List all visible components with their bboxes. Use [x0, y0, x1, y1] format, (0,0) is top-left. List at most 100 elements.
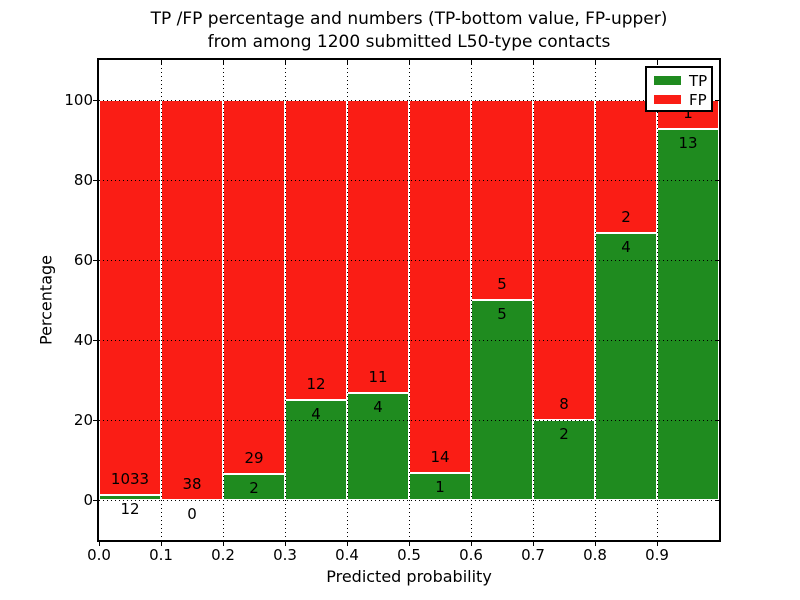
y-tick-label: 20 — [73, 411, 93, 429]
tick-mark — [715, 340, 719, 341]
tick-mark — [471, 542, 472, 546]
tick-mark — [161, 542, 162, 546]
bar-count-label-tp: 4 — [311, 405, 321, 423]
plot-area: TP FP 1033 12 38 0 29 2 12 4 11 4 14 1 5 5 8 2 2 4 1 13 — [99, 60, 719, 540]
gridline-vertical — [595, 60, 596, 540]
bar-segment-tp — [347, 393, 409, 500]
tick-mark — [715, 180, 719, 181]
gridline-vertical — [409, 60, 410, 540]
x-tick-label: 0.9 — [645, 546, 669, 564]
bar-segment-tp — [657, 128, 719, 500]
bar-count-label-fp: 38 — [182, 475, 202, 493]
bar-count-label-fp: 2 — [621, 208, 631, 227]
tick-mark — [715, 100, 719, 101]
bar-count-label-tp: 5 — [497, 305, 507, 323]
tick-mark — [533, 542, 534, 546]
x-tick-label: 0.7 — [521, 546, 545, 564]
bar-segment-tp — [595, 233, 657, 500]
tick-mark — [285, 60, 286, 64]
legend: TP FP — [645, 66, 713, 112]
bar-count-label-fp: 11 — [368, 368, 388, 387]
legend-swatch-fp — [654, 95, 681, 104]
legend-entry: TP — [654, 71, 711, 90]
bar-segment-tp — [285, 400, 347, 500]
tick-mark — [657, 542, 658, 546]
bar-segment-tp — [533, 420, 595, 500]
chart-title-line1: TP /FP percentage and numbers (TP-bottom… — [150, 9, 668, 29]
bar-count-label-fp: 8 — [559, 395, 569, 413]
tick-mark — [715, 420, 719, 421]
gridline-vertical — [347, 60, 348, 540]
tick-mark — [347, 542, 348, 546]
y-tick-label: 40 — [73, 331, 93, 349]
y-tick-label: 100 — [64, 91, 93, 109]
tick-mark — [533, 60, 534, 64]
bar-segment-fp — [595, 100, 657, 234]
chart-title-line2: from among 1200 submitted L50-type conta… — [207, 32, 611, 52]
tick-mark — [93, 420, 97, 421]
bar-count-label-tp: 4 — [621, 238, 631, 257]
x-tick-label: 0.6 — [459, 546, 483, 564]
bar-segment-fp — [471, 100, 533, 300]
tick-mark — [93, 180, 97, 181]
y-tick-label: 0 — [83, 491, 93, 509]
bar-count-label-tp: 12 — [120, 500, 140, 519]
bar-count-label-tp: 1 — [435, 478, 445, 497]
tick-mark — [161, 60, 162, 64]
bar-count-label-fp: 12 — [306, 375, 326, 393]
tick-mark — [715, 260, 719, 261]
tick-mark — [93, 500, 97, 501]
legend-label: TP — [689, 71, 708, 90]
bar-segment-tp — [223, 474, 285, 500]
x-tick-label: 0.2 — [211, 546, 235, 564]
legend-entry: FP — [654, 90, 711, 109]
gridline-vertical — [285, 60, 286, 540]
tick-mark — [409, 542, 410, 546]
plot-frame: TP FP 1033 12 38 0 29 2 12 4 11 4 14 1 5 5 8 2 2 4 1 13 — [97, 58, 721, 542]
tick-mark — [595, 60, 596, 64]
x-tick-label: 0.3 — [273, 546, 297, 564]
y-tick-label: 60 — [73, 251, 93, 269]
bar-count-label-fp: 29 — [244, 449, 264, 468]
bar-count-label-tp: 13 — [678, 133, 698, 152]
x-tick-label: 0.5 — [397, 546, 421, 564]
legend-swatch-tp — [654, 76, 681, 85]
gridline-vertical — [223, 60, 224, 540]
gridline-vertical — [533, 60, 534, 540]
tick-mark — [471, 60, 472, 64]
gridline-vertical — [471, 60, 472, 540]
x-tick-label: 0.4 — [335, 546, 359, 564]
bar-segment-fp — [161, 100, 223, 500]
bar-count-label-fp: 1033 — [110, 470, 150, 489]
tick-mark — [715, 500, 719, 501]
x-tick-label: 0.0 — [87, 546, 111, 564]
tick-mark — [93, 260, 97, 261]
tick-mark — [93, 340, 97, 341]
tick-mark — [223, 542, 224, 546]
bar-count-label-tp: 4 — [373, 398, 383, 417]
chart-title: TP /FP percentage and numbers (TP-bottom… — [99, 8, 719, 54]
bar-count-label-fp: 5 — [497, 275, 507, 293]
tick-mark — [93, 100, 97, 101]
legend-label: FP — [689, 90, 707, 109]
tick-mark — [223, 60, 224, 64]
tick-mark — [347, 60, 348, 64]
tick-mark — [285, 542, 286, 546]
bar-count-label-fp: 1 — [683, 103, 693, 122]
tick-mark — [595, 542, 596, 546]
bar-count-label-tp: 0 — [187, 505, 197, 523]
tick-mark — [657, 60, 658, 64]
bar-segment-tp — [99, 495, 161, 500]
x-axis-label: Predicted probability — [326, 567, 492, 586]
bar-segment-fp — [99, 100, 161, 496]
bar-count-label-tp: 2 — [249, 479, 259, 498]
bar-count-label-fp: 14 — [430, 448, 450, 467]
bar-segment-fp — [409, 100, 471, 474]
bar-segment-tp — [409, 473, 471, 500]
gridline-vertical — [657, 60, 658, 540]
bar-segment-fp — [285, 100, 347, 400]
y-tick-label: 80 — [73, 171, 93, 189]
tick-mark — [99, 542, 100, 546]
bar-segment-tp — [471, 300, 533, 500]
